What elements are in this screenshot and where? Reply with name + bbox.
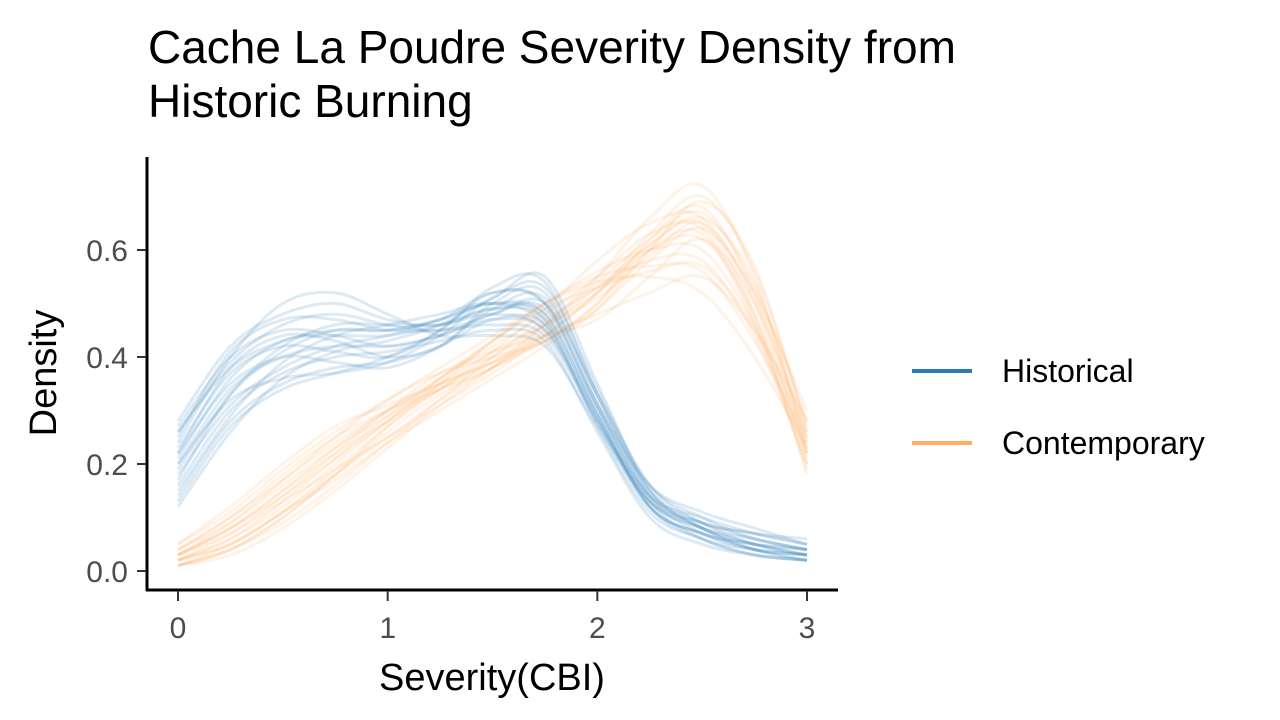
historical-density-line xyxy=(176,290,808,541)
x-tick-label: 3 xyxy=(799,612,816,645)
contemporary-density-line xyxy=(177,274,809,546)
historical-density-line xyxy=(176,300,808,552)
contemporary-density-line xyxy=(177,220,809,562)
y-tick-label: 0.4 xyxy=(86,342,128,375)
y-ticks: 0.0 0.2 0.4 0.6 xyxy=(86,235,146,589)
legend-key-historical xyxy=(912,369,972,373)
historical-density-line xyxy=(176,272,808,557)
contemporary-density-line xyxy=(177,260,809,557)
historical-density-line xyxy=(176,312,808,552)
x-tick-label: 1 xyxy=(379,612,396,645)
contemporary-density-line xyxy=(177,242,809,568)
contemporary-density-line xyxy=(177,215,809,568)
contemporary-density-line xyxy=(177,226,809,557)
historical-density-line xyxy=(176,301,808,552)
historical-density-line xyxy=(176,301,808,562)
historical-density-line xyxy=(176,327,808,562)
series-contemporary xyxy=(177,182,809,568)
x-tick-label: 0 xyxy=(170,612,187,645)
legend-label-contemporary: Contemporary xyxy=(1002,425,1205,461)
contemporary-density-line xyxy=(177,252,809,551)
historical-density-line xyxy=(176,301,808,557)
historical-density-line xyxy=(176,288,808,552)
historical-density-line xyxy=(176,316,808,557)
historical-density-line xyxy=(176,301,808,546)
contemporary-density-line xyxy=(177,273,809,546)
contemporary-density-line xyxy=(177,233,809,557)
series-historical xyxy=(176,271,808,562)
historical-density-line xyxy=(176,284,808,546)
historical-density-line xyxy=(176,297,808,552)
series-layer xyxy=(176,182,809,568)
contemporary-density-line xyxy=(177,182,809,568)
chart-title: Cache La Poudre Severity Density from Hi… xyxy=(148,21,956,127)
x-tick-label: 2 xyxy=(589,612,606,645)
contemporary-density-line xyxy=(177,203,809,568)
legend-label-historical: Historical xyxy=(1002,353,1134,389)
historical-density-line xyxy=(176,287,808,562)
contemporary-density-line xyxy=(177,262,809,551)
y-tick-label: 0.6 xyxy=(86,235,128,268)
contemporary-density-line xyxy=(177,210,809,567)
legend-key-contemporary xyxy=(912,441,972,445)
x-axis-label: Severity(CBI) xyxy=(379,657,605,699)
contemporary-density-line xyxy=(177,194,809,562)
contemporary-density-line xyxy=(177,209,809,551)
historical-density-line xyxy=(176,271,808,562)
historical-density-line xyxy=(176,315,808,546)
historical-density-line xyxy=(176,280,808,557)
contemporary-density-line xyxy=(177,237,809,562)
contemporary-density-line xyxy=(177,218,809,557)
x-ticks: 0 1 2 3 xyxy=(170,591,816,645)
historical-density-line xyxy=(176,313,808,557)
y-tick-label: 0.2 xyxy=(86,449,128,482)
y-axis-label: Density xyxy=(23,310,65,437)
contemporary-density-line xyxy=(177,200,809,562)
historical-density-line xyxy=(176,291,808,562)
contemporary-density-line xyxy=(177,228,809,557)
contemporary-density-line xyxy=(177,220,809,562)
y-tick-label: 0.0 xyxy=(86,556,128,589)
historical-density-line xyxy=(176,303,808,557)
